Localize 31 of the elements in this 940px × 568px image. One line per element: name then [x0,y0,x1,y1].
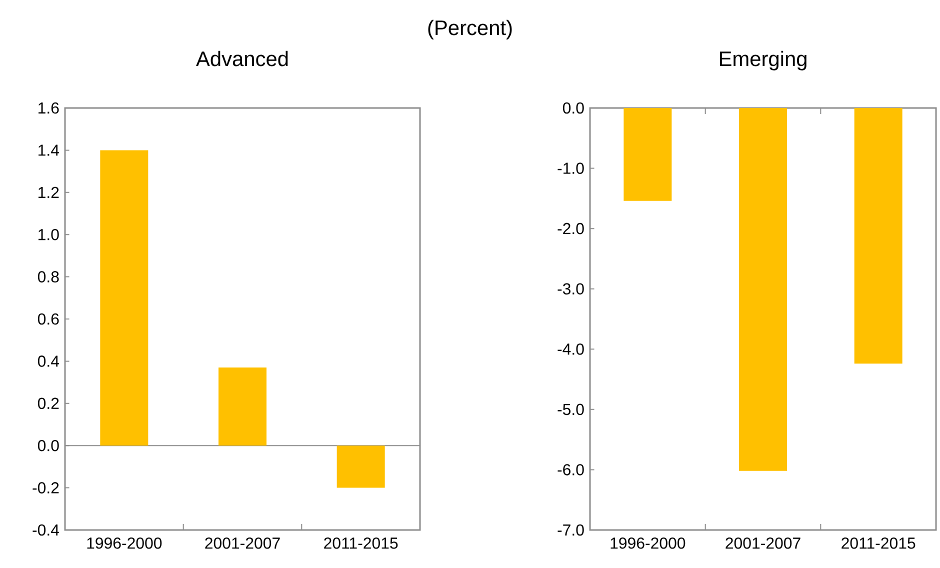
text: (Percent) [428,20,512,40]
y-tick-label: -5.0 [558,404,584,416]
bar [336,446,385,488]
y-tick-label: -4.0 [558,344,584,355]
y-tick-label: 1.2 [38,186,59,198]
y-tick-label: 0.4 [38,356,60,367]
y-tick-label: 0.2 [38,398,59,410]
bar [218,368,266,446]
y-tick-label: 1.0 [38,228,59,240]
y-tick-label: 0.6 [38,313,59,325]
x-tick-label: 2001-2007 [205,538,280,549]
x-tick-label: 2011-2015 [842,538,916,549]
y-tick-label: 0.8 [38,271,59,282]
y-tick-label: -1.0 [558,162,584,174]
y-tick-label: 0.0 [562,102,584,114]
y-tick-label: -0.4 [32,524,60,536]
y-tick-label: -2.0 [558,222,584,234]
bar [100,150,148,446]
x-tick-label: 2011-2015 [324,538,398,549]
x-tick-label: 2001-2007 [726,538,800,549]
y-tick-label: 1.6 [38,102,59,114]
y-tick-label: -7.0 [558,524,584,536]
x-tick-label: 1996-2000 [610,538,686,549]
y-tick-label: 1.4 [38,144,60,156]
chart-title: Emerging [720,50,806,70]
y-tick-label: 0.0 [38,440,59,452]
chart-title: Advanced [196,50,288,66]
x-tick-label: 1996-2000 [87,538,162,549]
y-tick-label: -6.0 [558,464,584,476]
y-tick-label: -3.0 [558,283,584,294]
y-tick-label: -0.2 [32,482,59,494]
